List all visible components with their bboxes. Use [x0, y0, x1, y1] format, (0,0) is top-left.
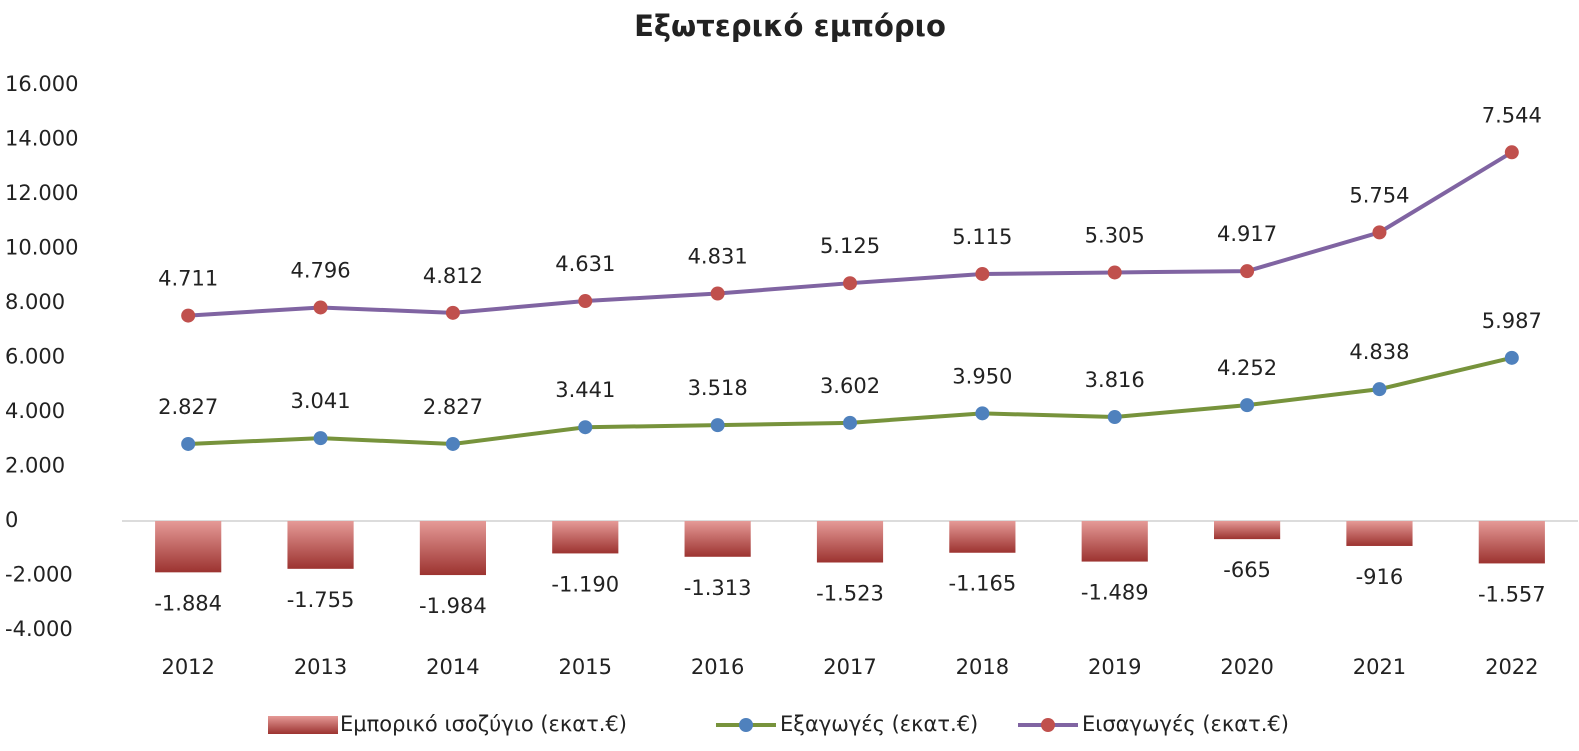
- data-label: -665: [1223, 558, 1271, 582]
- bar: [949, 521, 1016, 553]
- bar: [684, 521, 751, 557]
- data-label: -1.884: [154, 591, 222, 615]
- y-tick-label: 12.000: [5, 181, 78, 205]
- data-label: -1.165: [949, 572, 1017, 596]
- data-label: 3.950: [952, 364, 1012, 388]
- legend-marker: [1041, 718, 1055, 732]
- bar: [1081, 521, 1148, 562]
- legend-label: Εξαγωγές (εκατ.€): [780, 712, 978, 736]
- legend-marker: [739, 718, 753, 732]
- marker: [843, 276, 857, 291]
- x-tick-label: 2012: [161, 655, 214, 679]
- legend-label: Εισαγωγές (εκατ.€): [1082, 712, 1289, 736]
- y-tick-label: 2.000: [5, 454, 65, 478]
- data-label: 5.305: [1085, 223, 1145, 247]
- marker: [445, 436, 460, 451]
- data-label: 3.602: [820, 374, 880, 398]
- data-label: 5.125: [820, 234, 880, 258]
- data-label: 5.987: [1482, 309, 1542, 333]
- legend-swatch: [268, 716, 338, 734]
- marker: [181, 436, 196, 451]
- marker: [578, 420, 593, 435]
- y-tick-label: 14.000: [5, 127, 78, 151]
- y-tick-label: 6.000: [5, 345, 65, 369]
- data-label: 4.831: [688, 244, 748, 268]
- marker: [313, 300, 328, 315]
- y-tick-label: 16.000: [5, 72, 78, 96]
- x-tick-label: 2021: [1353, 655, 1406, 679]
- data-label: -1.489: [1081, 581, 1149, 605]
- marker: [1107, 265, 1122, 280]
- data-label: 4.252: [1217, 356, 1277, 380]
- y-tick-label: 0: [5, 508, 18, 532]
- bar: [1346, 521, 1413, 546]
- y-tick-label: 4.000: [5, 399, 65, 423]
- marker: [445, 305, 460, 320]
- marker: [578, 294, 593, 309]
- data-label: 4.917: [1217, 222, 1277, 246]
- marker: [181, 308, 196, 323]
- data-label: 2.827: [423, 395, 483, 419]
- marker: [710, 418, 725, 433]
- data-label: 3.041: [290, 389, 350, 413]
- data-label: -916: [1356, 565, 1404, 589]
- data-label: 3.441: [555, 378, 615, 402]
- marker: [1372, 382, 1387, 397]
- x-tick-label: 2015: [559, 655, 612, 679]
- marker: [975, 406, 990, 421]
- data-label: -1.523: [816, 582, 884, 606]
- bar: [287, 521, 354, 569]
- chart-title: Εξωτερικό εμπόριο: [634, 9, 946, 43]
- y-tick-label: -4.000: [5, 617, 73, 641]
- line: [188, 355, 1513, 446]
- data-label: 2.827: [158, 395, 218, 419]
- x-tick-label: 2016: [691, 655, 744, 679]
- marker: [1372, 225, 1387, 240]
- data-label: 4.812: [423, 264, 483, 288]
- x-tick-label: 2022: [1485, 655, 1538, 679]
- bar: [552, 521, 619, 554]
- bar: [1214, 521, 1281, 540]
- marker: [710, 286, 725, 301]
- data-label: -1.984: [419, 594, 487, 618]
- data-label: 7.544: [1482, 103, 1542, 127]
- data-label: 5.115: [952, 225, 1012, 249]
- x-tick-label: 2013: [294, 655, 347, 679]
- data-label: -1.557: [1478, 582, 1546, 606]
- bar: [1478, 521, 1545, 564]
- y-tick-label: 8.000: [5, 290, 65, 314]
- data-label: 5.754: [1349, 183, 1409, 207]
- data-label: 4.838: [1349, 340, 1409, 364]
- x-tick-label: 2014: [426, 655, 479, 679]
- marker: [1240, 264, 1255, 279]
- data-label: -1.190: [551, 572, 619, 596]
- data-label: 4.796: [290, 258, 350, 282]
- x-tick-label: 2017: [823, 655, 876, 679]
- data-label: 4.631: [555, 252, 615, 276]
- data-label: 4.711: [158, 267, 218, 291]
- data-label: -1.755: [287, 588, 355, 612]
- data-label: 3.816: [1085, 368, 1145, 392]
- legend-label: Εμπορικό ισοζύγιο (εκατ.€): [340, 712, 627, 736]
- x-tick-label: 2018: [956, 655, 1009, 679]
- marker: [1504, 145, 1519, 160]
- marker: [1107, 410, 1122, 425]
- x-tick-label: 2019: [1088, 655, 1141, 679]
- marker: [313, 431, 328, 446]
- marker: [1504, 350, 1519, 365]
- x-tick-label: 2020: [1220, 655, 1273, 679]
- data-label: 3.518: [688, 376, 748, 400]
- bar: [419, 521, 486, 576]
- marker: [843, 415, 857, 430]
- y-tick-label: 10.000: [5, 236, 78, 260]
- bar: [816, 521, 884, 563]
- y-tick-label: -2.000: [5, 563, 73, 587]
- data-label: -1.313: [684, 576, 752, 600]
- marker: [975, 266, 990, 281]
- bar: [155, 521, 222, 573]
- marker: [1240, 398, 1255, 413]
